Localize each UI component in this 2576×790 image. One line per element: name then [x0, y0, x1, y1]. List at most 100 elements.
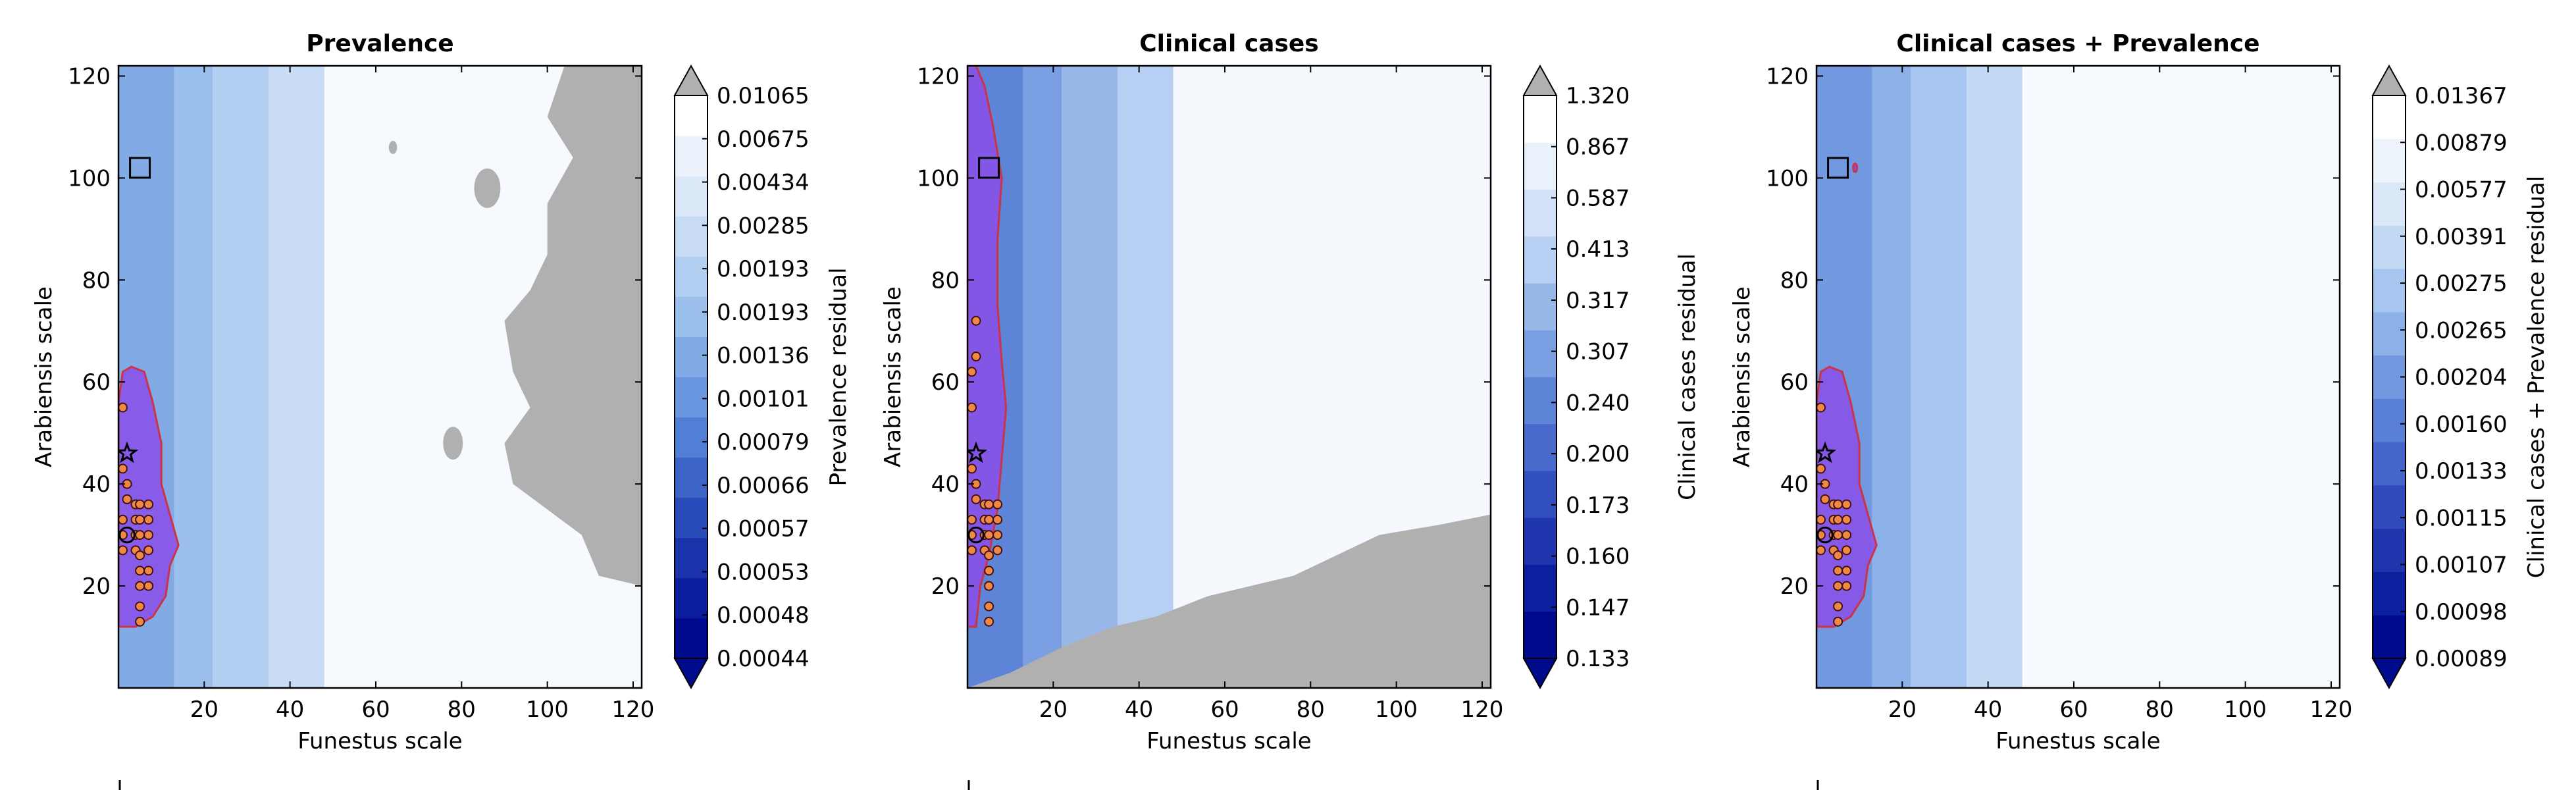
colorbar-segment: [2373, 225, 2406, 269]
colorbar-segment: [675, 95, 708, 136]
best-fit-region: [1852, 163, 1859, 173]
colorbar-segment: [1524, 423, 1557, 471]
best-fit-circle: [1816, 526, 1834, 544]
colorbar-tick-label: 0.00193: [717, 300, 810, 326]
colorbar-segment: [675, 336, 708, 377]
panel-prevalence: 20 40 60 80 100 120 20 40 60 80 100 120 Prevalence Fu…: [31, 30, 852, 790]
colorbar-segment: [675, 618, 708, 659]
colorbar-segment: [1524, 142, 1557, 190]
sample-point: [118, 402, 128, 413]
sample-point: [1833, 581, 1843, 591]
colorbar-tick-label: 0.00133: [2415, 458, 2508, 485]
colorbar-tick-label: 0.133: [1566, 646, 1630, 672]
sample-point: [1842, 530, 1852, 540]
colorbar-segment: [1524, 564, 1557, 612]
y-tick-label: 20: [1780, 573, 1809, 600]
colorbar-segment: [1524, 283, 1557, 330]
colorbar-label: Prevalence residual: [825, 267, 852, 486]
colorbar-segment: [675, 176, 708, 217]
plot-frame: [1815, 65, 2341, 689]
sample-point: [135, 601, 145, 612]
colorbar-tick-label: 0.317: [1566, 288, 1630, 314]
colorbar-segment: [1524, 236, 1557, 284]
sample-point: [135, 530, 145, 540]
colorbar-segment: [675, 577, 708, 619]
colorbar-tick-label: 0.00204: [2415, 365, 2508, 391]
sample-point: [143, 545, 154, 556]
sample-point: [135, 566, 145, 576]
sample-point: [971, 352, 981, 362]
sample-point: [143, 566, 154, 576]
grey-region: [474, 168, 501, 208]
y-tick-label: 40: [931, 471, 960, 498]
x-tick-label: 20: [190, 697, 219, 723]
contour-light-region: [2022, 66, 2340, 688]
colorbar-segment: [675, 537, 708, 579]
sample-point: [1833, 530, 1843, 540]
sample-point: [135, 550, 145, 561]
x-tick-label: 80: [1297, 697, 1325, 723]
x-tick-label: 40: [276, 697, 304, 723]
colorbar-segment: [675, 216, 708, 257]
colorbar-tick-label: 0.00048: [717, 602, 810, 629]
sample-point: [1842, 514, 1852, 525]
grey-region: [388, 140, 398, 154]
sample-point: [971, 494, 981, 504]
colorbar-segment: [675, 457, 708, 498]
colorbar-segment: [2373, 571, 2406, 616]
colorbar-tick-label: 0.00044: [717, 646, 810, 672]
colorbar-segment: [1524, 611, 1557, 659]
colorbar-segment: [2373, 615, 2406, 659]
colorbar-tick-label: 0.00675: [717, 126, 810, 153]
x-tick-label: 100: [526, 697, 569, 723]
colorbar-extend-max: [673, 64, 709, 96]
plot-area: [1816, 66, 2340, 688]
sample-point: [135, 616, 145, 627]
sample-point: [118, 463, 128, 474]
plot-area: [967, 66, 1491, 688]
colorbar-label: Clinical cases + Prevalence residual: [2523, 176, 2550, 578]
y-tick-label: 100: [1766, 165, 1809, 192]
chart-title: Prevalence: [306, 30, 453, 57]
y-tick-label: 120: [68, 63, 111, 90]
colorbar-tick-label: 0.00098: [2415, 599, 2508, 625]
sample-point: [984, 514, 994, 525]
x-tick-label: 80: [2146, 697, 2174, 723]
colorbar-tick-label: 0.00275: [2415, 271, 2508, 297]
contour-band: [213, 66, 269, 688]
plot-area: [118, 66, 642, 688]
colorbar-segment: [675, 256, 708, 297]
colorbar-tick-label: 0.00115: [2415, 505, 2508, 531]
sample-point: [1842, 566, 1852, 576]
sample-point: [984, 499, 994, 510]
colorbar-tick-label: 0.587: [1566, 185, 1630, 211]
plot-frame: [966, 65, 1492, 689]
sample-point: [992, 545, 1003, 556]
sample-point: [1842, 581, 1852, 591]
sample-point: [1816, 402, 1826, 413]
colorbar-tick-label: 0.00101: [717, 386, 810, 412]
colorbar-frame: [1523, 95, 1557, 659]
colorbar-extend-max: [1522, 64, 1558, 96]
colorbar-segment: [1524, 471, 1557, 518]
colorbar-tick-label: 0.147: [1566, 594, 1630, 621]
grey-region: [443, 427, 463, 460]
y-tick-label: 40: [1780, 471, 1809, 498]
sample-point: [967, 463, 977, 474]
colorbar-tick-label: 0.00391: [2415, 224, 2508, 250]
colorbar-segment: [1524, 377, 1557, 425]
sample-point: [143, 530, 154, 540]
colorbar-tick-label: 0.307: [1566, 339, 1630, 365]
colorbar-segment: [2373, 138, 2406, 183]
panel-clinical-cases: 20 40 60 80 100 120 20 40 60 80 100 120 Clinical cas…: [880, 30, 1701, 790]
colorbar-segment: [2373, 269, 2406, 313]
plot-frame: [117, 65, 643, 689]
colorbar-tick-label: 1.320: [1566, 83, 1630, 109]
colorbar-tick-label: 0.00053: [717, 559, 810, 585]
colorbar-segment: [2373, 398, 2406, 442]
contour-band: [1911, 66, 1967, 688]
best-fit-circle: [118, 526, 136, 544]
sample-point: [992, 499, 1003, 510]
contour-band: [1118, 66, 1173, 688]
